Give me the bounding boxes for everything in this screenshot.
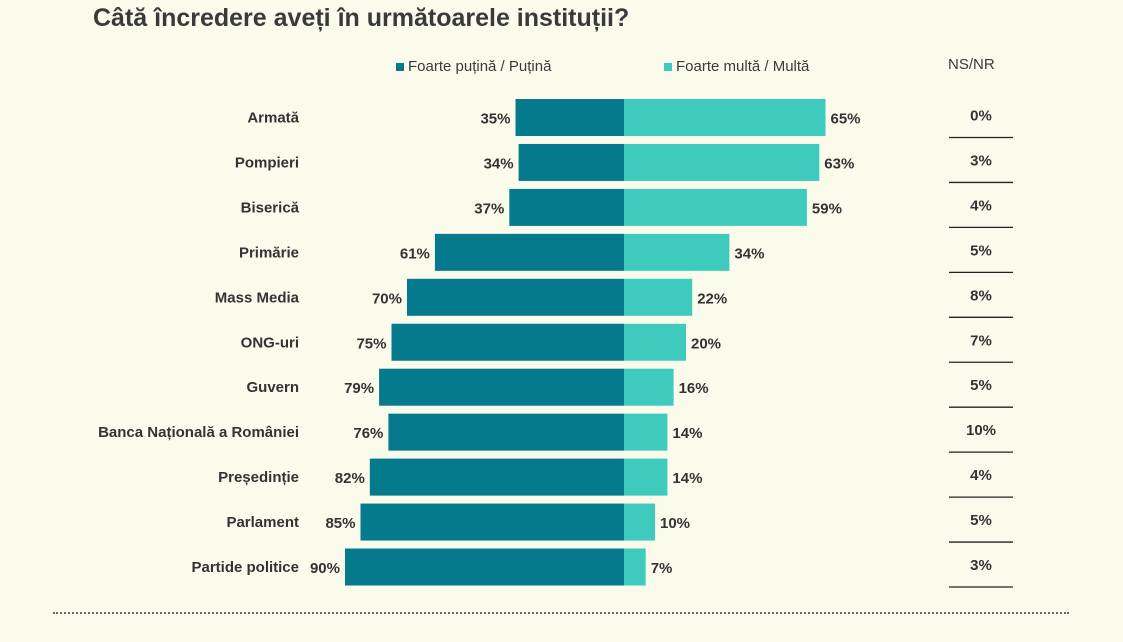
- data-label-low: 79%: [344, 380, 374, 397]
- data-label-low: 34%: [484, 155, 514, 172]
- legend-swatch-high: [664, 62, 672, 71]
- bar-low: [369, 458, 624, 496]
- category-label: Partide politice: [191, 559, 299, 576]
- legend-label-high: Foarte multă / Multă: [676, 58, 810, 75]
- bar-low: [391, 323, 624, 361]
- data-label-low: 82%: [335, 470, 365, 487]
- bar-high: [624, 503, 655, 541]
- bar-high: [624, 368, 674, 406]
- data-label-low: 75%: [356, 335, 386, 352]
- category-label: Guvern: [246, 379, 299, 396]
- chart-title: Câtă încredere aveți în următoarele inst…: [93, 4, 630, 32]
- nsnr-value: 3%: [970, 152, 992, 169]
- legend-swatch-low: [396, 62, 404, 71]
- bar-high: [624, 143, 820, 181]
- bar-high: [624, 548, 646, 586]
- data-label-low: 76%: [353, 425, 383, 442]
- nsnr-value: 4%: [970, 197, 992, 214]
- category-label: Primărie: [239, 244, 299, 261]
- nsnr-value: 3%: [970, 557, 992, 574]
- data-label-low: 70%: [372, 290, 402, 307]
- data-label-high: 14%: [672, 425, 702, 442]
- data-label-high: 16%: [679, 380, 709, 397]
- category-label: Biserică: [241, 199, 300, 216]
- bar-high: [624, 188, 807, 226]
- bar-high: [624, 233, 730, 271]
- data-label-high: 63%: [824, 155, 854, 172]
- nsnr-header: NS/NR: [948, 56, 995, 73]
- bar-low: [345, 548, 624, 586]
- nsnr-value: 0%: [970, 108, 992, 125]
- bar-low: [379, 368, 624, 406]
- bar-high: [624, 413, 668, 451]
- data-label-low: 90%: [310, 560, 340, 577]
- data-label-high: 10%: [660, 515, 690, 532]
- bar-low: [388, 413, 624, 451]
- bar-low: [434, 233, 624, 271]
- legend-item-high: Foarte multă / Multă: [664, 58, 809, 75]
- nsnr-value: 8%: [970, 287, 992, 304]
- category-label: Președinție: [218, 469, 299, 486]
- nsnr-value: 7%: [970, 332, 992, 349]
- category-label: Banca Națională a României: [98, 424, 299, 441]
- data-label-low: 35%: [480, 111, 510, 128]
- footer-divider: [53, 612, 1069, 614]
- data-label-high: 20%: [691, 335, 721, 352]
- data-label-high: 7%: [651, 560, 673, 577]
- bar-low: [360, 503, 624, 541]
- bar-high: [624, 458, 668, 496]
- data-label-low: 85%: [325, 515, 355, 532]
- bar-low: [509, 188, 624, 226]
- nsnr-value: 5%: [970, 512, 992, 529]
- bar-high: [624, 323, 686, 361]
- category-label: ONG-uri: [241, 334, 299, 351]
- nsnr-value: 10%: [966, 422, 996, 439]
- bar-low: [515, 99, 624, 136]
- bar-low: [407, 278, 624, 316]
- nsnr-value: 5%: [970, 242, 992, 259]
- data-label-high: 59%: [812, 200, 842, 217]
- legend-item-low: Foarte puțină / Puțină: [396, 58, 551, 75]
- data-label-high: 22%: [697, 290, 727, 307]
- data-label-high: 65%: [831, 111, 861, 128]
- data-label-low: 37%: [474, 200, 504, 217]
- data-label-low: 61%: [400, 245, 430, 262]
- nsnr-value: 4%: [970, 467, 992, 484]
- nsnr-value: 5%: [970, 377, 992, 394]
- category-label: Parlament: [226, 514, 299, 531]
- bar-high: [624, 99, 826, 136]
- data-label-high: 34%: [734, 245, 764, 262]
- legend-label-low: Foarte puțină / Puțină: [408, 58, 552, 75]
- bar-high: [624, 278, 693, 316]
- category-label: Pompieri: [235, 154, 299, 171]
- category-label: Mass Media: [215, 289, 300, 306]
- data-label-high: 14%: [672, 470, 702, 487]
- category-label: Armată: [247, 110, 299, 127]
- bar-low: [518, 143, 624, 181]
